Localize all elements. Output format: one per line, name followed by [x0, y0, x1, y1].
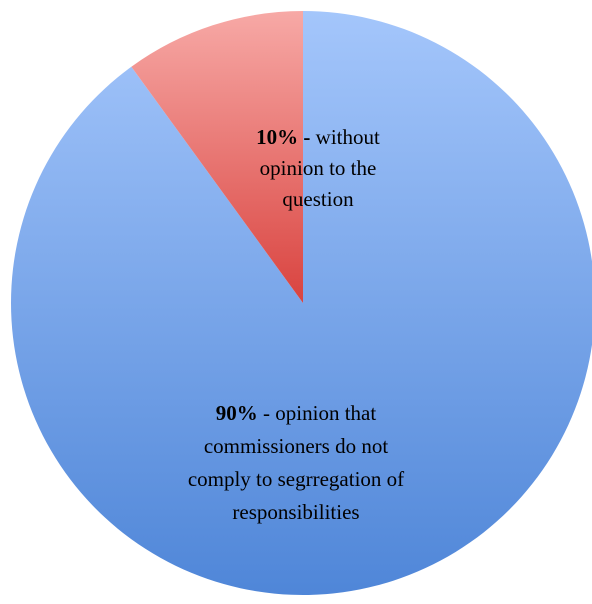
- slice-label-1: 90% - opinion that commissioners do not co…: [188, 401, 404, 524]
- pie-slice-1: [11, 11, 592, 595]
- slice-label-2: 10% - without opinion to the question: [256, 125, 380, 211]
- pie-slice-2: [131, 11, 303, 303]
